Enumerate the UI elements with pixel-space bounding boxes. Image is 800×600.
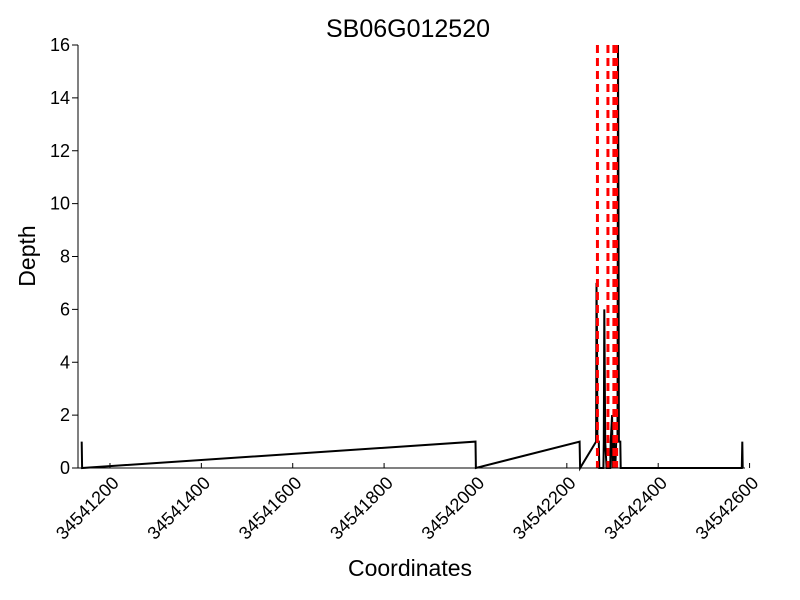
x-tick-label: 34541800 — [326, 473, 397, 544]
x-tick-label: 34542400 — [600, 473, 671, 544]
x-tick-label: 34541400 — [143, 473, 214, 544]
y-tick-label: 6 — [60, 299, 70, 319]
x-axis-label: Coordinates — [348, 555, 472, 581]
y-tick-label: 12 — [50, 141, 70, 161]
y-tick-label: 0 — [60, 458, 70, 478]
y-tick-label: 2 — [60, 405, 70, 425]
y-tick-label: 8 — [60, 247, 70, 267]
x-tick-label: 34541600 — [235, 473, 306, 544]
x-tick-label: 34542600 — [692, 473, 763, 544]
y-axis-label: Depth — [14, 225, 40, 286]
y-tick-label: 14 — [50, 88, 70, 108]
y-tick-label: 4 — [60, 352, 70, 372]
plot-area — [80, 44, 744, 472]
chart-title: SB06G012520 — [326, 15, 490, 43]
depth-series-line — [80, 44, 744, 472]
x-tick-label: 34541200 — [52, 473, 123, 544]
x-tick-label: 34542200 — [509, 473, 580, 544]
y-tick-label: 10 — [50, 194, 70, 214]
x-tick-label: 34542000 — [418, 473, 489, 544]
y-tick-label: 16 — [50, 35, 70, 55]
